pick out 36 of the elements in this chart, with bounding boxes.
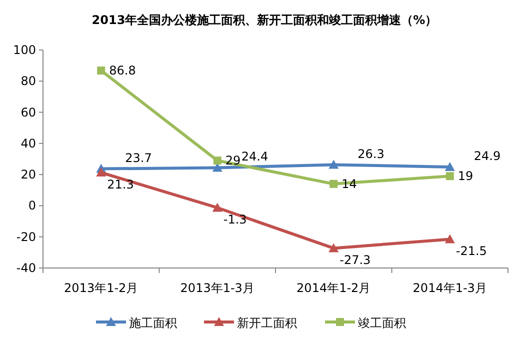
x-tick-label: 2013年1-2月 — [64, 281, 138, 295]
data-label: 23.7 — [125, 150, 152, 165]
legend-label: 施工面积 — [129, 316, 177, 330]
chart-title: 2013年全国办公楼施工面积、新开工面积和竣工面积增速（%） — [92, 13, 438, 27]
data-label: -27.3 — [340, 253, 371, 268]
y-tick-label: 80 — [20, 74, 36, 88]
y-tick-label: 100 — [13, 43, 36, 57]
data-label: 24.4 — [241, 150, 268, 164]
point — [328, 243, 339, 252]
data-label: -21.5 — [456, 244, 487, 258]
y-tick-label: -20 — [16, 230, 36, 244]
point — [212, 202, 222, 212]
y-tick-label: 0 — [28, 198, 36, 213]
y-tick-label: -40 — [16, 261, 36, 275]
point — [330, 180, 338, 188]
data-label: 86.8 — [109, 64, 136, 78]
data-label: 21.3 — [107, 178, 134, 192]
point — [444, 234, 455, 244]
point — [444, 162, 455, 171]
data-label: 26.3 — [358, 146, 384, 161]
point — [328, 160, 339, 169]
y-tick-label: 40 — [20, 136, 36, 150]
y-tick-label: 20 — [20, 168, 36, 182]
point — [97, 66, 106, 75]
point — [96, 168, 106, 177]
legend-label: 新开工面积 — [237, 316, 297, 330]
point — [446, 172, 454, 180]
data-label: -1.3 — [223, 212, 247, 227]
y-tick-label: 60 — [20, 105, 36, 120]
x-tick-label: 2014年1-3月 — [412, 281, 487, 295]
point — [213, 156, 222, 165]
legend-label: 竣工面积 — [358, 316, 406, 330]
data-label: 24.9 — [474, 148, 501, 163]
x-tick-label: 2014年1-2月 — [296, 281, 371, 295]
data-label: 19 — [458, 169, 474, 184]
x-tick-label: 2013年1-3月 — [180, 281, 254, 295]
